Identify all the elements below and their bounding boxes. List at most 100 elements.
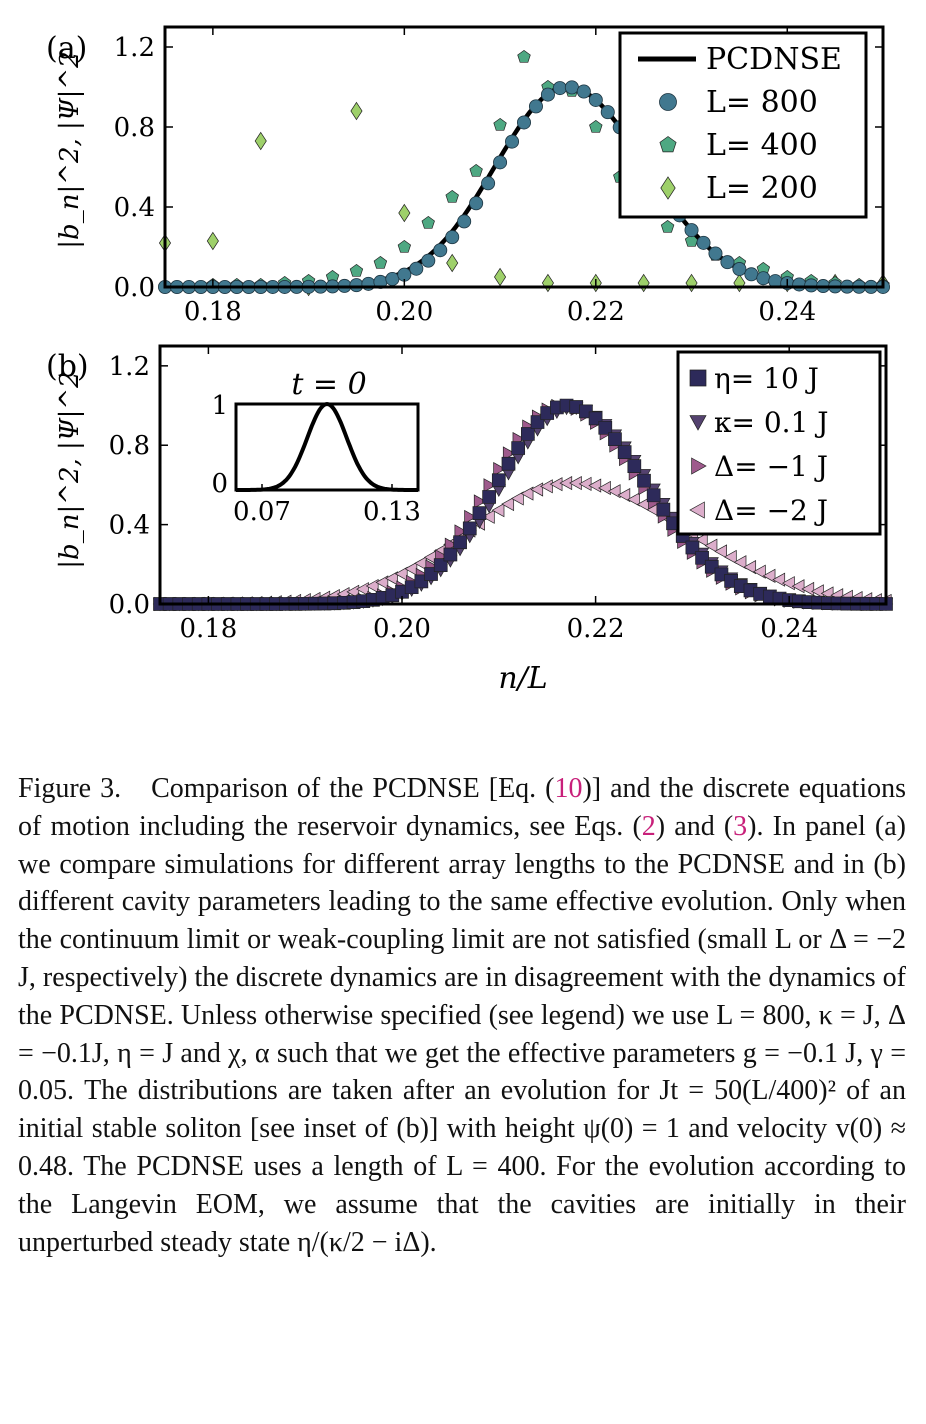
data-point: [446, 253, 459, 273]
data-point: [733, 273, 746, 293]
legend-marker-sample: [689, 501, 705, 519]
panel-a: (a) |b_n|^2, |Ψ|^2 0.18 0.20 0.22 0.240.00.…: [46, 25, 891, 327]
data-point: [541, 273, 554, 293]
data-point: [454, 524, 468, 539]
data-point: [627, 492, 640, 507]
caption-text-3: ) and (: [655, 810, 734, 842]
data-point: [576, 84, 591, 99]
data-point: [505, 134, 520, 149]
data-point: [696, 235, 711, 250]
data-point: [627, 459, 642, 473]
data-point: [752, 564, 766, 579]
caption-text-4: ). In panel (a) we compare simulations f…: [18, 810, 906, 1258]
data-point: [588, 478, 602, 493]
data-point: [708, 246, 723, 261]
legend-entry: L= 400: [659, 128, 818, 163]
legend-marker-sample: [659, 93, 677, 111]
data-point: [539, 479, 553, 494]
eq-ref-3[interactable]: 3: [733, 810, 748, 842]
x-tick-label: 0.24: [760, 614, 818, 644]
inset-y-tick-label: 1: [211, 391, 228, 421]
data-point: [375, 575, 389, 590]
data-point: [804, 278, 819, 293]
data-point: [600, 105, 615, 120]
caption-text-1: Comparison of the PCDNSE [Eq. (: [151, 773, 555, 804]
y-tick-label: 0.4: [114, 193, 155, 223]
data-point: [445, 189, 459, 203]
inset-t0: t = 0 0.07 0.13 0 1: [204, 362, 436, 530]
data-point: [564, 80, 579, 95]
data-point: [520, 427, 535, 441]
data-point: [464, 509, 477, 525]
data-point: [483, 478, 497, 493]
figure-caption: Figure 3. Comparison of the PCDNSE [Eq. (…: [18, 770, 906, 1261]
data-point: [781, 576, 795, 591]
inset-x-tick-label: 0.13: [363, 497, 421, 527]
data-point: [517, 115, 532, 130]
data-point: [365, 578, 379, 594]
legend-b: η= 10 J κ= 0.1 J Δ= −1 J Δ= −2 J: [676, 350, 882, 536]
data-point: [517, 49, 531, 63]
y-tick-label: 1.2: [109, 352, 150, 382]
data-point: [356, 582, 369, 597]
data-point: [472, 506, 487, 520]
data-point: [502, 446, 516, 461]
data-point: [385, 571, 398, 586]
data-point: [397, 239, 412, 253]
legend-label: Δ= −2 J: [714, 494, 828, 527]
data-point: [743, 560, 757, 575]
data-point: [453, 535, 467, 550]
data-point: [685, 273, 698, 293]
inset-y-tick-label: 0: [211, 469, 228, 499]
y-axis-label-a: |b_n|^2, |Ψ|^2: [55, 51, 85, 248]
legend-entry: L= 800: [659, 85, 818, 120]
y-tick-label: 1.2: [114, 33, 155, 63]
data-point: [433, 243, 448, 258]
data-point: [493, 155, 508, 170]
y-axis-label-b: |b_n|^2, |Ψ|^2: [55, 371, 85, 568]
data-point: [637, 473, 651, 488]
legend-a: PCDNSE L= 800 L= 400 L= 200: [618, 31, 868, 219]
data-point: [346, 584, 360, 599]
data-point: [445, 230, 460, 245]
data-point: [473, 494, 487, 509]
legend-label: L= 200: [706, 171, 818, 206]
data-point: [756, 271, 771, 286]
data-point: [811, 584, 824, 599]
eq-ref-10[interactable]: 10: [554, 773, 583, 804]
y-tick-label: 0.0: [109, 590, 150, 620]
ticks-b: 0.18 0.20 0.22 0.24 0.0 0.4 0.8 1.2: [109, 346, 886, 644]
data-point: [589, 119, 603, 133]
data-point: [469, 163, 483, 177]
x-tick-label: 0.24: [758, 297, 816, 327]
panel-b: (b) |b_n|^2, |Ψ|^2 0.18 0.20 0.22 0.240.00.…: [46, 344, 894, 696]
legend-label: κ= 0.1 J: [714, 406, 829, 439]
data-point: [714, 544, 727, 559]
data-point: [349, 263, 364, 277]
figure-3: (a) |b_n|^2, |Ψ|^2 0.18 0.20 0.22 0.240.00.…: [46, 25, 894, 696]
legend-marker-sample: [691, 457, 707, 475]
x-tick-label: 0.18: [179, 614, 237, 644]
axes-frame-b: [158, 344, 888, 606]
data-point: [443, 547, 458, 562]
data-point: [552, 81, 567, 96]
data-point: [493, 117, 507, 131]
legend-entry: L= 200: [660, 171, 818, 206]
data-point: [385, 271, 400, 286]
legend-box: [618, 31, 868, 219]
data-point: [646, 488, 661, 503]
data-point: [373, 255, 388, 269]
data-point: [607, 484, 621, 499]
inset-x-tick-label: 0.07: [233, 497, 291, 527]
legend-marker-sample: [689, 415, 707, 431]
legend-entry: η= 10 J: [689, 362, 819, 395]
legend-marker-sample: [689, 369, 707, 387]
data-point: [511, 441, 526, 455]
eq-ref-2[interactable]: 2: [641, 810, 656, 842]
caption-text-2: )] and the discrete equations of motion …: [18, 773, 907, 842]
data-point: [469, 196, 484, 211]
legend-entry: PCDNSE: [638, 42, 842, 77]
x-tick-label: 0.18: [184, 297, 242, 327]
data-point: [598, 420, 613, 435]
data-point: [720, 255, 735, 270]
